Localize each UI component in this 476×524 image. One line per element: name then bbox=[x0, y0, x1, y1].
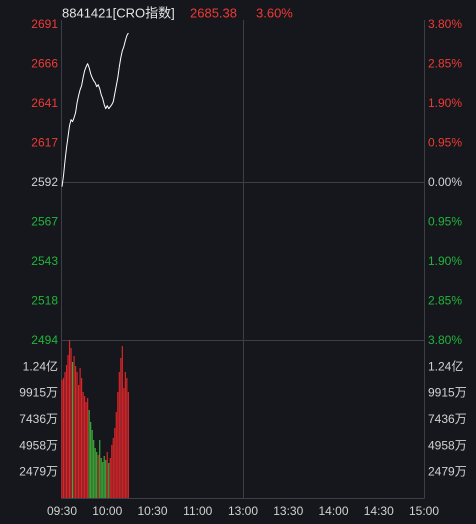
volume-bar bbox=[70, 348, 72, 498]
volume-axis-label-left: 2479万 bbox=[19, 465, 58, 479]
volume-bar bbox=[106, 452, 108, 498]
volume-bar bbox=[67, 355, 69, 498]
price-axis-label: 2691 bbox=[31, 17, 58, 31]
volume-bar bbox=[94, 448, 96, 498]
percent-axis-label: 2.85% bbox=[428, 57, 462, 71]
volume-axis-label-left: 4958万 bbox=[19, 438, 58, 452]
time-axis-label: 14:30 bbox=[364, 504, 394, 518]
volume-axis-label-right: 7436万 bbox=[428, 412, 467, 426]
time-axis-label: 13:00 bbox=[228, 504, 258, 518]
percent-axis-label: 3.80% bbox=[428, 17, 462, 31]
price-axis-label: 2592 bbox=[31, 175, 58, 189]
percent-axis-label: 1.90% bbox=[428, 96, 462, 110]
time-axis-label: 09:30 bbox=[47, 504, 77, 518]
time-axis-label: 10:00 bbox=[92, 504, 122, 518]
volume-bar bbox=[115, 412, 117, 498]
volume-bar bbox=[82, 392, 84, 498]
volume-bar bbox=[77, 385, 80, 498]
price-axis-label: 2567 bbox=[31, 215, 58, 229]
volume-bar bbox=[62, 378, 65, 498]
volume-bar bbox=[124, 372, 126, 498]
volume-bar bbox=[88, 410, 90, 498]
volume-axis-label-right: 4958万 bbox=[428, 438, 467, 452]
last-price: 2685.38 bbox=[190, 6, 237, 21]
volume-bar bbox=[74, 366, 77, 498]
volume-axis-label-right: 1.24亿 bbox=[428, 358, 463, 373]
price-axis-label: 2543 bbox=[31, 254, 58, 268]
volume-axis-label-right: 9915万 bbox=[428, 386, 467, 400]
volume-bars bbox=[61, 340, 129, 498]
volume-bar bbox=[65, 364, 68, 498]
volume-bar bbox=[109, 458, 111, 498]
volume-bar bbox=[105, 460, 107, 498]
percent-axis-label: 0.95% bbox=[428, 215, 462, 229]
percent-axis-label: 2.85% bbox=[428, 294, 462, 308]
volume-bar bbox=[90, 422, 92, 498]
volume-bar bbox=[111, 445, 113, 498]
volume-axis-label-right: 2479万 bbox=[428, 465, 467, 479]
volume-bar bbox=[93, 440, 95, 498]
volume-bar bbox=[123, 388, 125, 498]
volume-bar bbox=[112, 438, 114, 498]
price-axis-label: 2617 bbox=[31, 136, 58, 150]
axis-labels: 2691 2666 2641 2617 2592 2567 2543 2518 2494 3.80… bbox=[19, 17, 466, 518]
price-axis-label: 2666 bbox=[31, 57, 58, 71]
quote-header: 8841421[CRO指数] 2685.38 3.60% bbox=[62, 6, 293, 21]
volume-bar bbox=[84, 396, 86, 498]
volume-bar bbox=[102, 462, 104, 498]
percent-axis-label: 0.00% bbox=[428, 175, 462, 189]
price-line bbox=[61, 32, 129, 187]
volume-bar bbox=[121, 346, 123, 498]
percent-axis-label: 3.80% bbox=[428, 333, 462, 347]
time-axis-label: 14:00 bbox=[318, 504, 348, 518]
index-title: 8841421[CRO指数] bbox=[62, 6, 175, 21]
time-axis-label: 13:30 bbox=[273, 504, 303, 518]
volume-bar bbox=[68, 340, 71, 498]
volume-bar bbox=[64, 372, 66, 498]
volume-bar bbox=[79, 368, 81, 498]
volume-bar bbox=[97, 455, 99, 498]
change-percent: 3.60% bbox=[256, 6, 293, 21]
percent-axis-label: 0.95% bbox=[428, 136, 462, 150]
volume-bar bbox=[73, 356, 75, 498]
volume-bar bbox=[127, 392, 129, 498]
volume-bar bbox=[117, 392, 119, 498]
price-axis-label: 2494 bbox=[31, 333, 58, 347]
volume-bar bbox=[99, 440, 101, 498]
volume-bar bbox=[120, 357, 122, 498]
volume-bar bbox=[96, 452, 98, 498]
volume-bar bbox=[71, 362, 74, 498]
volume-axis-label-left: 9915万 bbox=[19, 386, 58, 400]
volume-bar bbox=[103, 456, 105, 498]
volume-axis-label-left: 1.24亿 bbox=[23, 358, 58, 373]
volume-bar bbox=[85, 402, 87, 498]
volume-bar bbox=[76, 372, 78, 498]
price-axis-label: 2518 bbox=[31, 294, 58, 308]
volume-bar bbox=[91, 429, 93, 498]
price-axis-label: 2641 bbox=[31, 96, 58, 110]
volume-bar bbox=[87, 398, 89, 498]
volume-axis-label-left: 7436万 bbox=[19, 412, 58, 426]
volume-bar bbox=[61, 380, 63, 498]
volume-bar bbox=[126, 378, 128, 498]
time-axis-label: 15:00 bbox=[409, 504, 439, 518]
volume-bar bbox=[118, 372, 120, 498]
volume-bar bbox=[114, 428, 116, 498]
time-axis-label: 10:30 bbox=[137, 504, 167, 518]
volume-bar bbox=[81, 378, 83, 498]
volume-bar bbox=[108, 463, 110, 498]
volume-bar bbox=[100, 458, 102, 498]
percent-axis-label: 1.90% bbox=[428, 254, 462, 268]
time-axis-label: 11:00 bbox=[183, 504, 212, 518]
